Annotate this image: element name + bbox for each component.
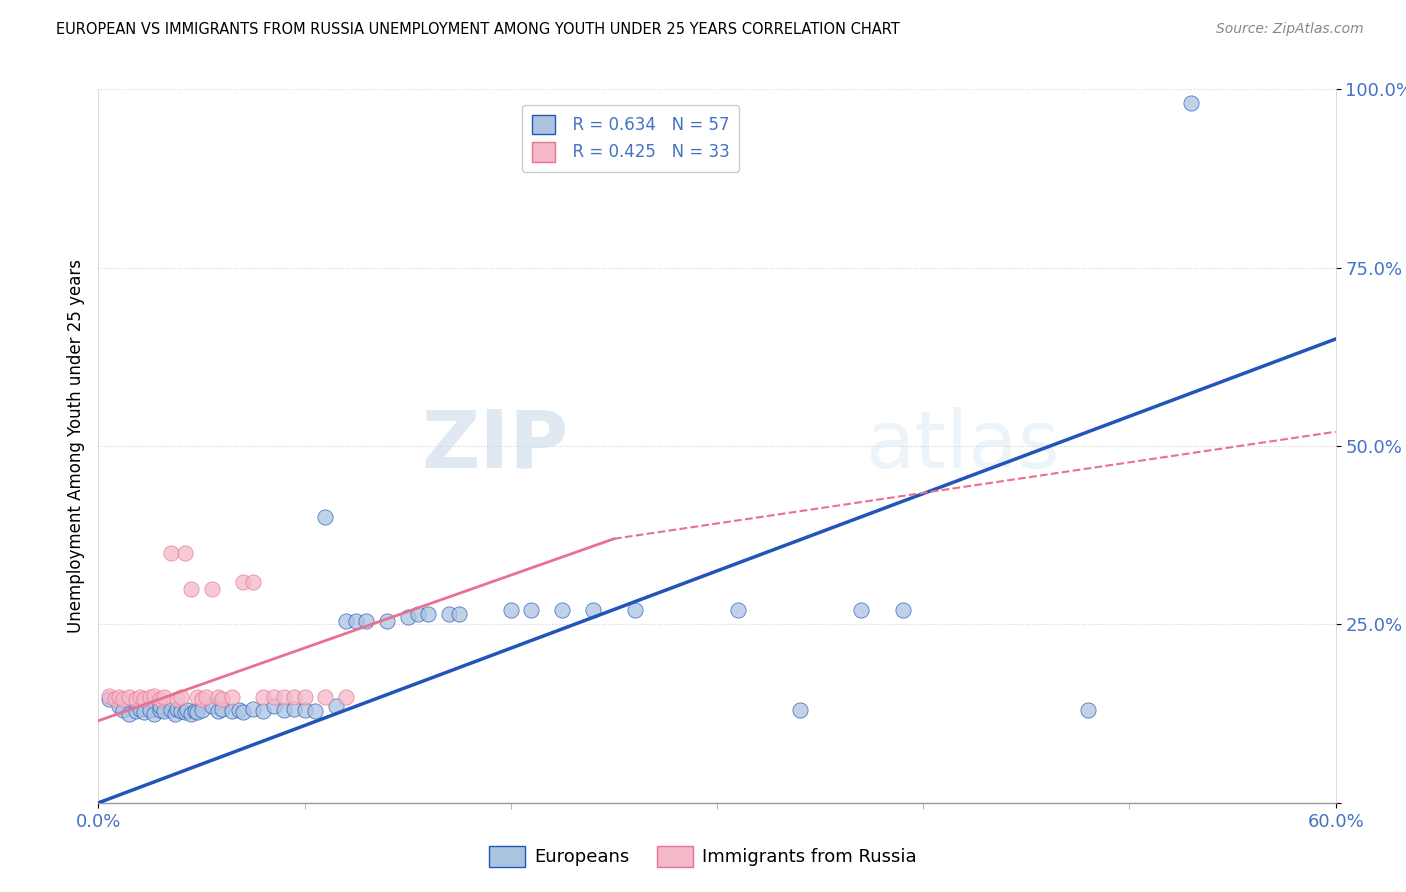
Point	[97, 689, 120, 703]
Point	[221, 705, 243, 719]
Point	[143, 689, 166, 703]
Point	[207, 705, 229, 719]
Point	[263, 690, 285, 705]
Point	[159, 703, 181, 717]
Point	[124, 705, 146, 719]
Point	[108, 699, 131, 714]
Point	[149, 699, 172, 714]
Point	[211, 701, 233, 715]
Point	[325, 699, 347, 714]
Point	[727, 603, 749, 617]
Point	[304, 705, 326, 719]
Point	[174, 705, 197, 719]
Point	[118, 690, 141, 705]
Point	[273, 690, 295, 705]
Point	[128, 690, 150, 705]
Point	[294, 690, 316, 705]
Point	[418, 607, 440, 621]
Point	[170, 690, 193, 705]
Point	[108, 690, 131, 705]
Legend:   R = 0.634   N = 57,   R = 0.425   N = 33: R = 0.634 N = 57, R = 0.425 N = 33	[522, 104, 740, 171]
Point	[582, 603, 605, 617]
Point	[170, 705, 193, 719]
Point	[149, 692, 172, 706]
Point	[118, 706, 141, 721]
Point	[851, 603, 873, 617]
Point	[104, 692, 127, 706]
Text: ZIP: ZIP	[422, 407, 568, 485]
Point	[166, 701, 188, 715]
Point	[186, 690, 208, 705]
Point	[789, 703, 811, 717]
Point	[166, 692, 188, 706]
Point	[124, 692, 146, 706]
Point	[163, 706, 186, 721]
Point	[396, 610, 419, 624]
Point	[232, 705, 254, 719]
Point	[128, 701, 150, 715]
Point	[242, 701, 264, 715]
Point	[623, 603, 645, 617]
Point	[314, 690, 336, 705]
Point	[406, 607, 429, 621]
Point	[551, 603, 574, 617]
Point	[1077, 703, 1099, 717]
Point	[174, 546, 197, 560]
Point	[221, 690, 243, 705]
Point	[283, 701, 305, 715]
Point	[449, 607, 471, 621]
Point	[228, 703, 250, 717]
Point	[283, 690, 305, 705]
Point	[97, 692, 120, 706]
Point	[344, 614, 367, 628]
Point	[314, 510, 336, 524]
Point	[139, 690, 162, 705]
Point	[232, 574, 254, 589]
Point	[520, 603, 543, 617]
Point	[153, 690, 176, 705]
Point	[149, 703, 172, 717]
Point	[252, 690, 274, 705]
Y-axis label: Unemployment Among Youth under 25 years: Unemployment Among Youth under 25 years	[66, 259, 84, 633]
Text: atlas: atlas	[866, 407, 1060, 485]
Point	[112, 692, 135, 706]
Point	[194, 690, 217, 705]
Point	[153, 705, 176, 719]
Point	[180, 706, 202, 721]
Point	[375, 614, 398, 628]
Point	[132, 692, 155, 706]
Point	[201, 582, 224, 596]
Point	[211, 692, 233, 706]
Point	[273, 703, 295, 717]
Point	[335, 614, 357, 628]
Point	[1180, 96, 1202, 111]
Point	[186, 705, 208, 719]
Text: Source: ZipAtlas.com: Source: ZipAtlas.com	[1216, 22, 1364, 37]
Point	[242, 574, 264, 589]
Point	[190, 692, 212, 706]
Point	[132, 705, 155, 719]
Point	[176, 703, 198, 717]
Point	[180, 582, 202, 596]
Point	[159, 546, 181, 560]
Point	[143, 706, 166, 721]
Point	[252, 705, 274, 719]
Point	[201, 699, 224, 714]
Point	[891, 603, 914, 617]
Point	[190, 703, 212, 717]
Point	[112, 703, 135, 717]
Point	[139, 703, 162, 717]
Point	[294, 703, 316, 717]
Point	[437, 607, 460, 621]
Point	[499, 603, 522, 617]
Text: EUROPEAN VS IMMIGRANTS FROM RUSSIA UNEMPLOYMENT AMONG YOUTH UNDER 25 YEARS CORRE: EUROPEAN VS IMMIGRANTS FROM RUSSIA UNEMP…	[56, 22, 900, 37]
Legend: Europeans, Immigrants from Russia: Europeans, Immigrants from Russia	[482, 838, 924, 874]
Point	[207, 690, 229, 705]
Point	[184, 705, 207, 719]
Point	[356, 614, 378, 628]
Point	[263, 699, 285, 714]
Point	[335, 690, 357, 705]
